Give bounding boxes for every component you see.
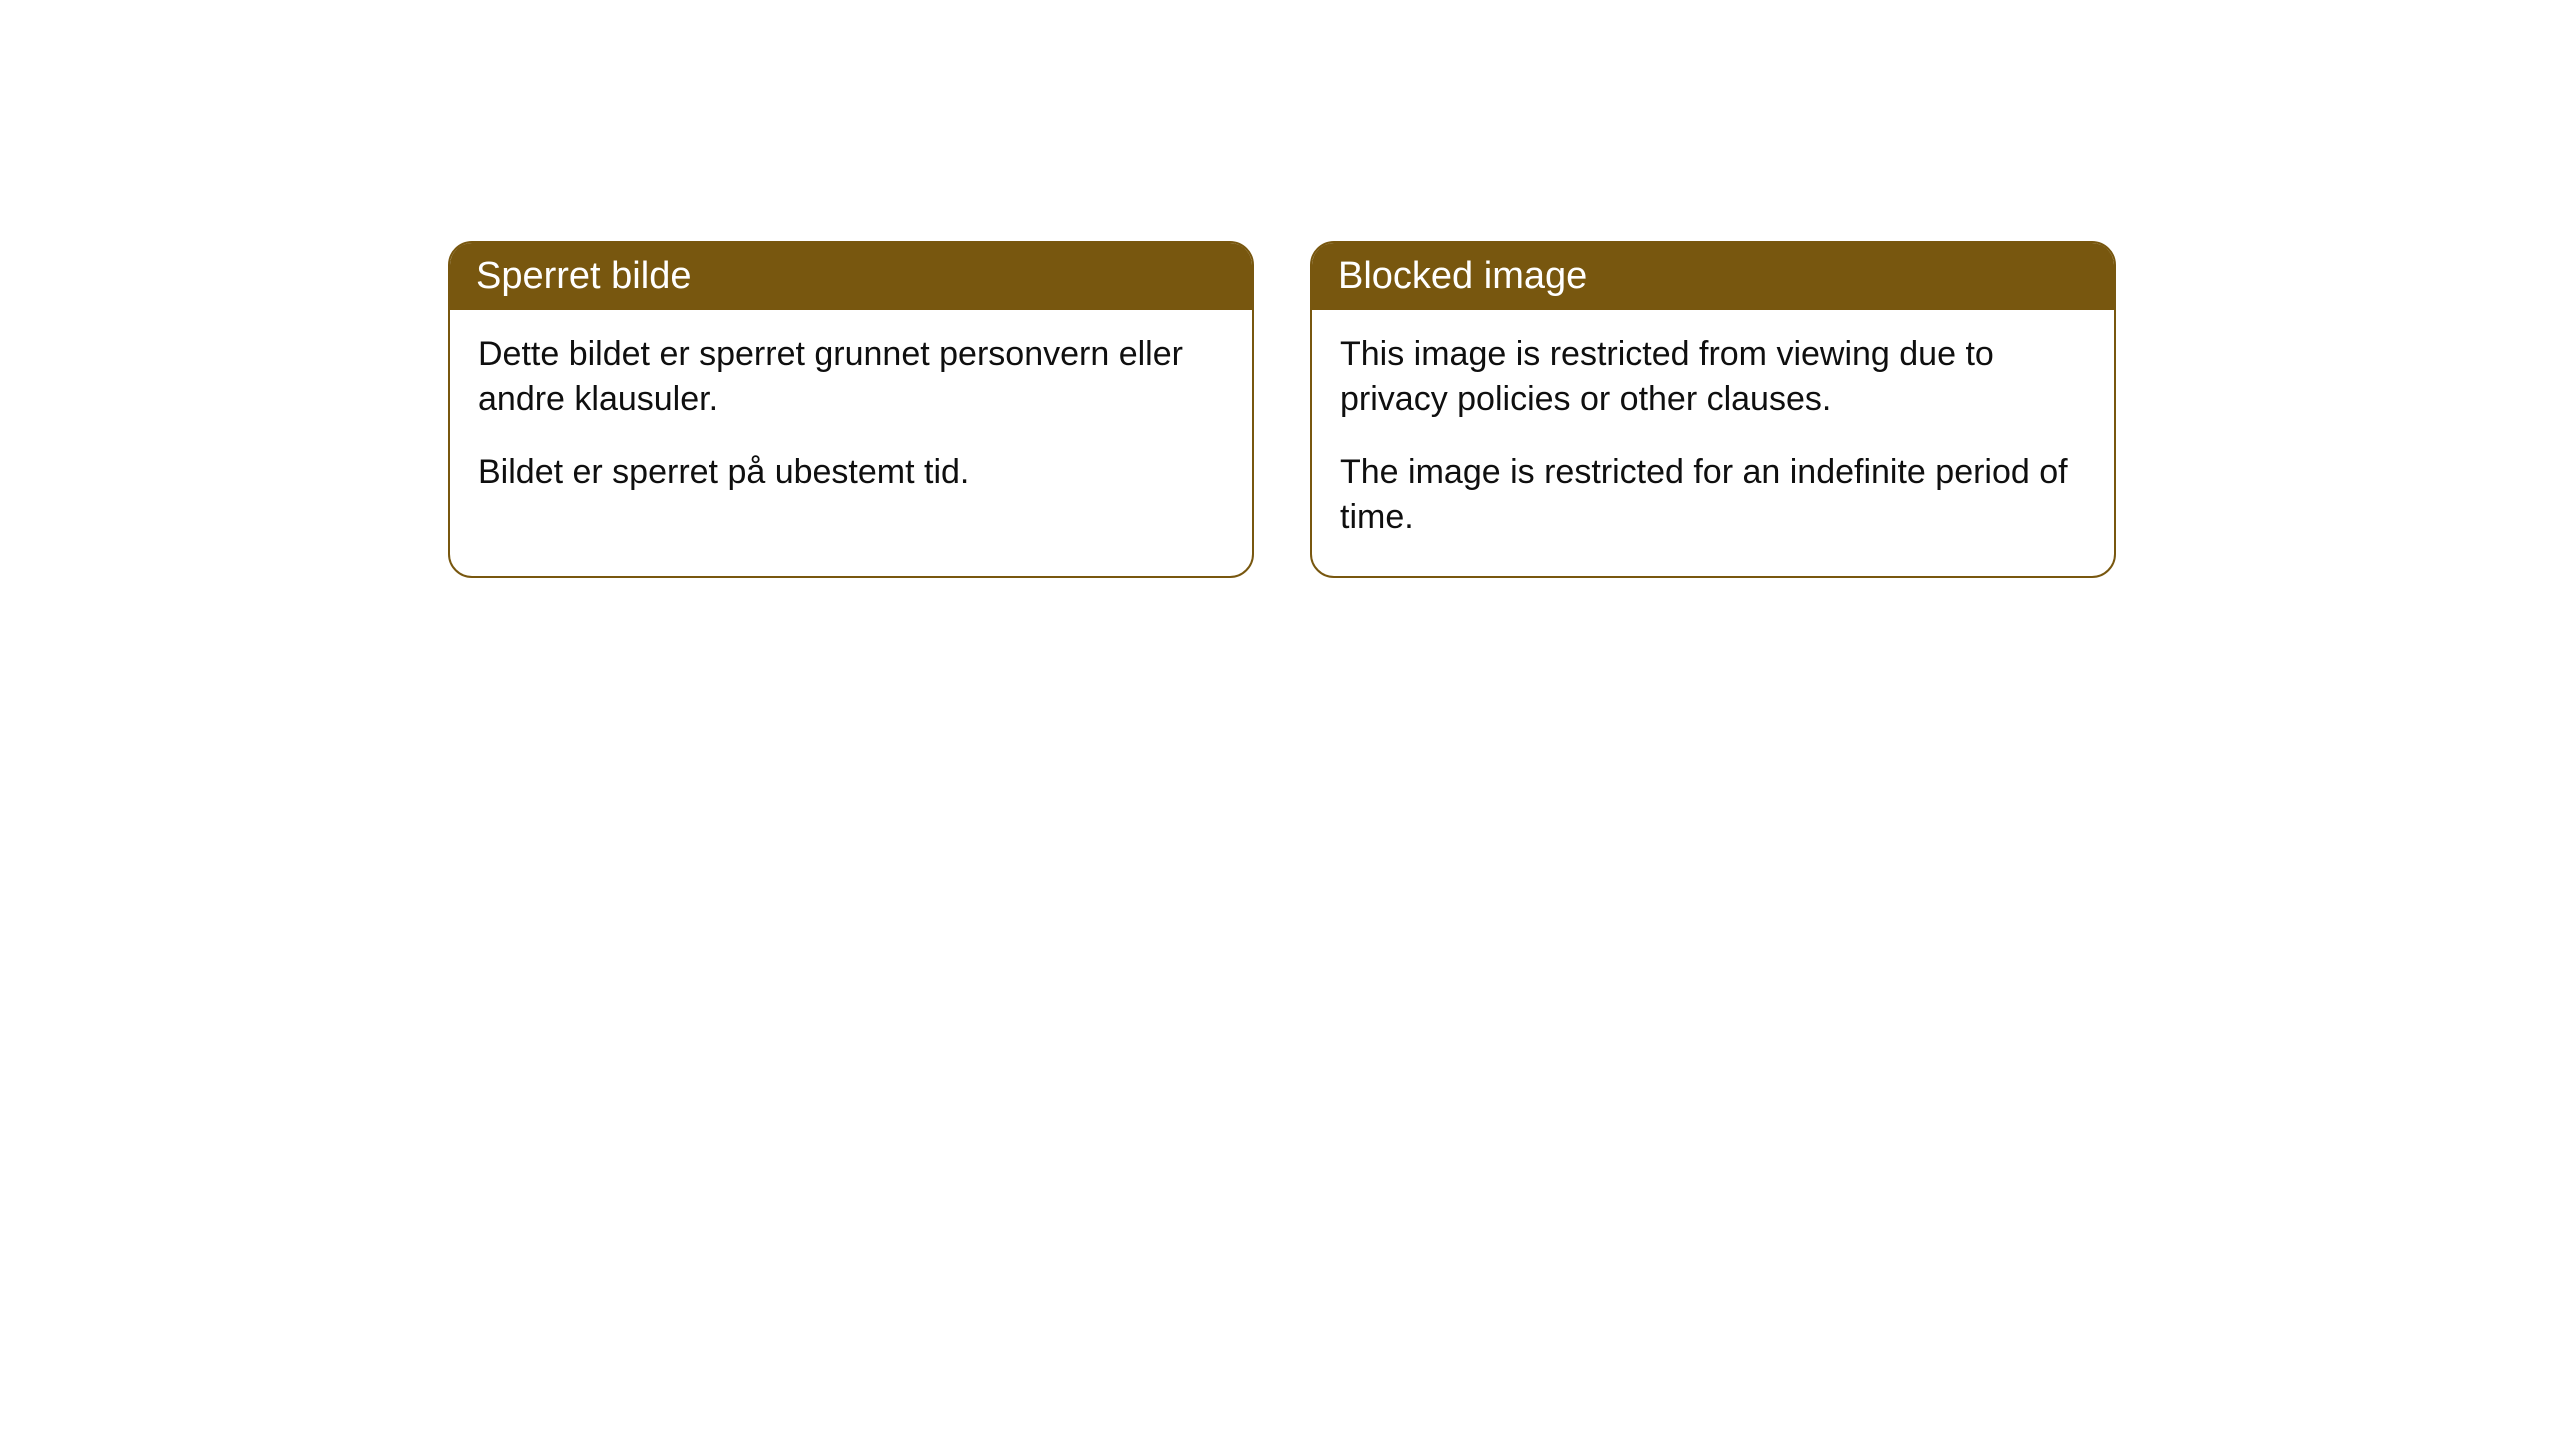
card-paragraph: Bildet er sperret på ubestemt tid.: [478, 450, 1224, 495]
card-paragraph: The image is restricted for an indefinit…: [1340, 450, 2086, 540]
card-body: This image is restricted from viewing du…: [1312, 310, 2114, 576]
card-paragraph: This image is restricted from viewing du…: [1340, 332, 2086, 422]
card-english: Blocked image This image is restricted f…: [1310, 241, 2116, 578]
card-paragraph: Dette bildet er sperret grunnet personve…: [478, 332, 1224, 422]
card-header: Blocked image: [1312, 243, 2114, 310]
card-body: Dette bildet er sperret grunnet personve…: [450, 310, 1252, 531]
cards-container: Sperret bilde Dette bildet er sperret gr…: [448, 241, 2116, 578]
card-norwegian: Sperret bilde Dette bildet er sperret gr…: [448, 241, 1254, 578]
card-header: Sperret bilde: [450, 243, 1252, 310]
